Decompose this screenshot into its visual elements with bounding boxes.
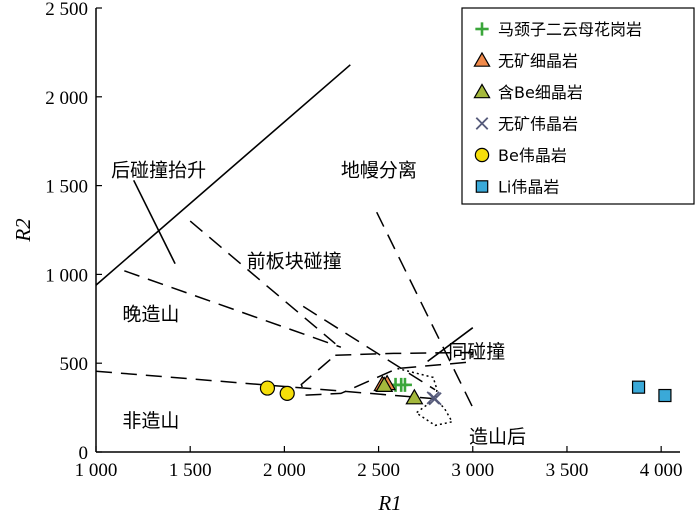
dashed-boundary-line — [124, 270, 342, 348]
legend-circle-marker — [474, 147, 490, 163]
legend-entry-label: 无矿伟晶岩 — [498, 115, 578, 134]
x-tick-label: 3 500 — [546, 460, 589, 481]
circle-data-point — [279, 385, 295, 401]
triangle-data-point — [405, 388, 424, 405]
dashed-boundary-line — [302, 305, 436, 391]
dashed-boundary-line — [300, 351, 475, 396]
x-tick-label: 4 000 — [640, 460, 683, 481]
y-axis-title: R2 — [11, 218, 35, 243]
x-tick-label: 3 000 — [451, 460, 494, 481]
dashed-boundary-line — [189, 220, 336, 345]
y-tick-label: 1 000 — [45, 265, 88, 286]
legend-entry-label: 含Be细晶岩 — [498, 83, 583, 102]
dotted-boundary-line — [397, 367, 454, 427]
x-tick-label: 1 500 — [169, 460, 212, 481]
legend-entry-label: Li伟晶岩 — [498, 178, 559, 197]
y-tick-label: 1 500 — [45, 177, 88, 198]
y-ticks: 0 500 1 000 1 500 2 000 2 500 — [45, 0, 102, 464]
triangle-data-point — [375, 376, 394, 392]
x-axis-title: R1 — [377, 491, 401, 515]
legend-triangle-marker — [473, 51, 491, 67]
x-ticks: 1 000 1 500 2 000 2 500 3 000 3 500 4 000 — [75, 446, 683, 481]
y-tick-label: 2 000 — [45, 88, 88, 109]
solid-boundary-line — [95, 64, 351, 286]
region-label: 非造山 — [122, 410, 179, 432]
boundary-lines — [95, 64, 475, 427]
y-tick-label: 500 — [60, 354, 89, 375]
plus-data-point — [397, 377, 412, 392]
cross-data-point — [428, 392, 442, 406]
x-tick-label: 2 500 — [357, 460, 400, 481]
region-label: 造山后 — [469, 426, 526, 448]
square-data-point — [631, 380, 646, 394]
region-label: 前板块碰撞 — [247, 250, 342, 272]
solid-boundary-line — [427, 327, 474, 363]
legend-box — [461, 7, 695, 205]
legend-cross-marker — [475, 117, 489, 130]
legend-plus-marker — [475, 22, 489, 36]
square-data-point — [658, 388, 672, 403]
legend-entry-label: 无矿细晶岩 — [498, 52, 578, 71]
y-tick-label: 2 500 — [45, 0, 88, 20]
x-tick-label: 2 000 — [263, 460, 306, 481]
x-tick-label: 1 000 — [75, 460, 118, 481]
axes — [95, 8, 680, 453]
circle-data-point — [259, 380, 276, 396]
dashed-boundary-line — [95, 370, 436, 400]
solid-boundary-line — [132, 179, 176, 265]
legend-square-marker — [475, 180, 489, 193]
region-label: 同碰撞 — [448, 341, 505, 363]
region-label: 晚造山 — [122, 304, 179, 326]
dashed-boundary-line — [376, 211, 474, 408]
y-tick-label: 0 — [79, 443, 89, 464]
data-points — [259, 374, 672, 406]
region-label: 地幔分离 — [341, 160, 417, 182]
legend-triangle-marker — [473, 83, 491, 99]
region-label: 后碰撞抬升 — [111, 160, 206, 182]
legend-entry-label: Be伟晶岩 — [498, 146, 567, 165]
legend-entry-label: 马颈子二云母花岗岩 — [498, 20, 642, 39]
